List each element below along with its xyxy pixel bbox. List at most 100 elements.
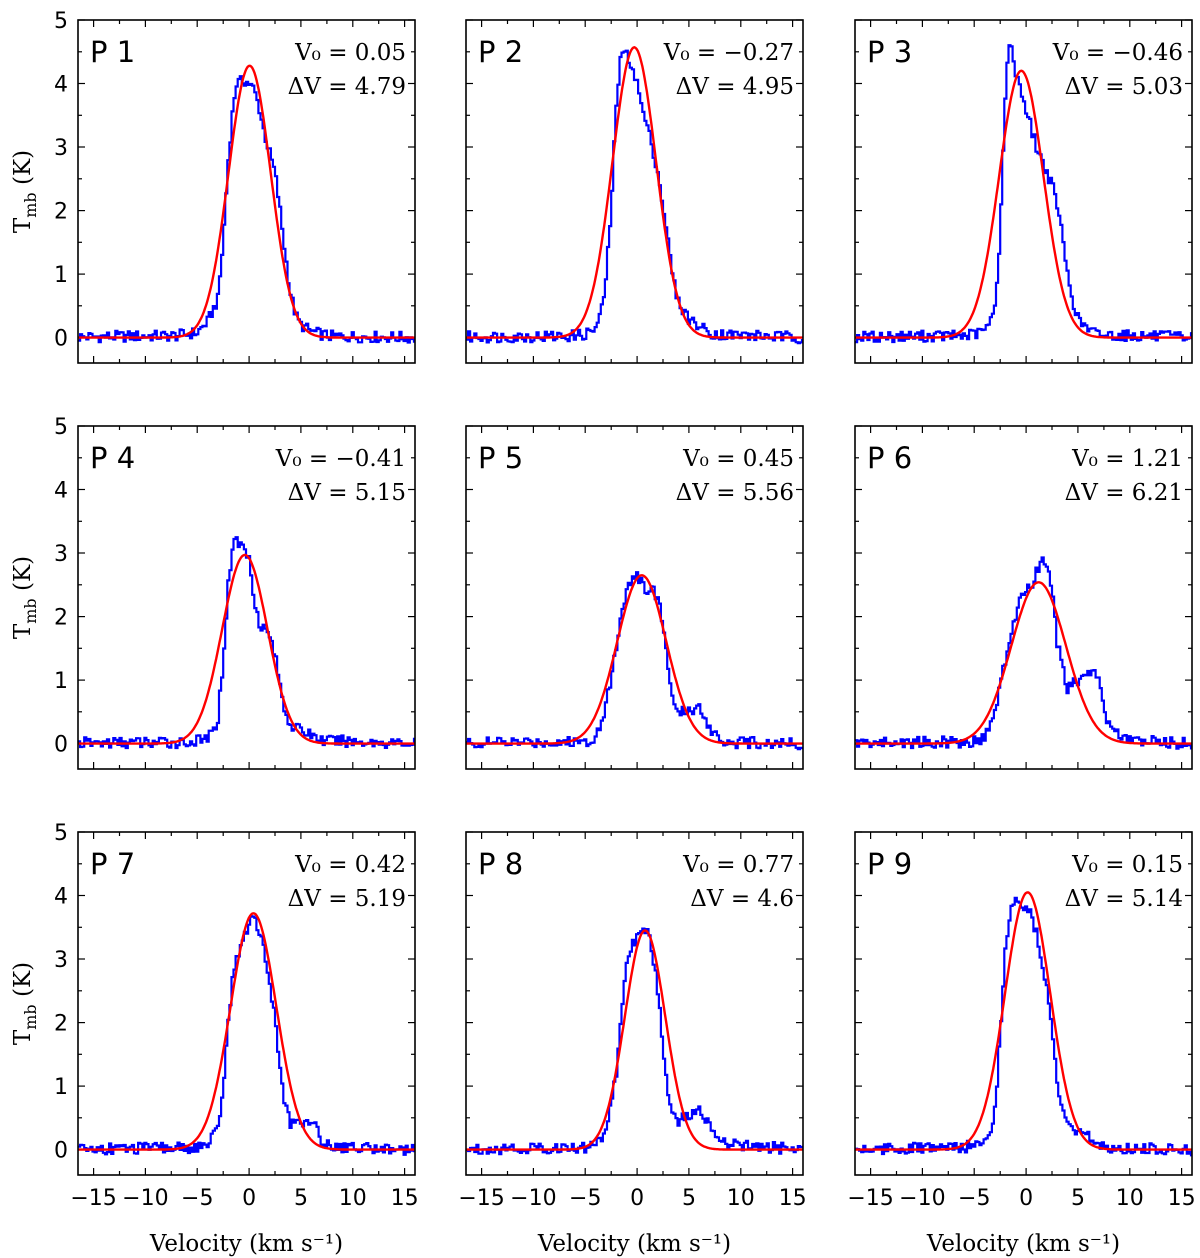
panel-ticks: [855, 831, 1192, 1175]
y-tick-label: 0: [54, 1139, 68, 1164]
x-tick-label: 5: [294, 1186, 308, 1211]
panel-2: P 2 V₀ = −0.27 ΔV = 4.95: [465, 19, 804, 364]
panel-frame: [854, 425, 1193, 770]
panel-frame: [854, 19, 1193, 364]
panel-label: P 3: [867, 35, 912, 69]
observed-spectrum: [78, 75, 416, 344]
panel-frame: [854, 831, 1193, 1176]
y-tick-label: 4: [54, 885, 68, 910]
x-tick-label: 10: [1116, 1186, 1144, 1211]
x-tick-label: 5: [682, 1186, 696, 1211]
fit-v0: V₀ = −0.41: [275, 446, 406, 472]
x-axis-title: Velocity (km s⁻¹): [537, 1231, 731, 1257]
fit-v0: V₀ = −0.27: [663, 40, 794, 66]
gaussian-fit: [78, 553, 415, 745]
y-axis-title: Tmb (K): [10, 962, 40, 1045]
fit-dv: ΔV = 5.19: [288, 886, 406, 912]
observed-spectrum: [78, 536, 416, 750]
y-axis-title: Tmb (K): [10, 150, 40, 233]
panel-label: P 7: [90, 847, 135, 881]
x-tick-label: 15: [779, 1186, 807, 1211]
gaussian-fit: [855, 581, 1192, 745]
panel-8: P 8 V₀ = 0.77 ΔV = 4.6 −15 −10 −5 0 5 10 15 Veloci…: [458, 831, 807, 1257]
x-axis-title: Velocity (km s⁻¹): [926, 1231, 1120, 1257]
fit-dv: ΔV = 4.79: [288, 74, 406, 100]
x-tick-label: 0: [1019, 1186, 1033, 1211]
x-tick-label: 15: [391, 1186, 419, 1211]
panel-frame: [77, 831, 416, 1176]
fit-v0: V₀ = 0.15: [1071, 852, 1183, 878]
x-tick-label: −15: [458, 1186, 504, 1211]
panel-ticks: [466, 425, 803, 769]
x-axis-title: Velocity (km s⁻¹): [149, 1231, 343, 1257]
panel-3: P 3 V₀ = −0.46 ΔV = 5.03: [854, 19, 1193, 364]
panel-label: P 9: [867, 847, 912, 881]
panel-label: P 4: [90, 441, 135, 475]
observed-spectrum: [78, 915, 416, 1156]
fit-dv: ΔV = 5.15: [288, 480, 406, 506]
y-tick-label: 2: [54, 606, 68, 631]
observed-spectrum: [466, 927, 804, 1156]
y-axis-title: Tmb (K): [10, 556, 40, 639]
y-tick-label: 1: [54, 669, 68, 694]
x-tick-label: −5: [181, 1186, 213, 1211]
fit-v0: V₀ = −0.46: [1052, 40, 1183, 66]
x-tick-label: 0: [630, 1186, 644, 1211]
fit-v0: V₀ = 0.42: [294, 852, 406, 878]
y-tick-label: 3: [54, 542, 68, 567]
y-tick-label: 3: [54, 948, 68, 973]
panel-label: P 6: [867, 441, 912, 475]
gaussian-fit: [855, 891, 1192, 1151]
x-tick-label: −10: [899, 1186, 945, 1211]
gaussian-fit: [855, 69, 1192, 339]
x-tick-label: −5: [569, 1186, 601, 1211]
y-tick-label: 2: [54, 200, 68, 225]
panel-6: P 6 V₀ = 1.21 ΔV = 6.21: [854, 425, 1193, 770]
observed-spectrum: [466, 571, 804, 751]
y-tick-label: 0: [54, 733, 68, 758]
fit-dv: ΔV = 4.6: [690, 886, 794, 912]
panel-frame: [465, 425, 804, 770]
y-tick-label: 4: [54, 73, 68, 98]
panel-ticks: [466, 831, 803, 1175]
panel-label: P 1: [90, 35, 135, 69]
fit-v0: V₀ = 0.45: [682, 446, 794, 472]
panel-frame: [77, 19, 416, 364]
panel-label: P 8: [478, 847, 523, 881]
x-tick-label: 5: [1071, 1186, 1085, 1211]
panel-4: P 4 V₀ = −0.41 ΔV = 5.15 0 1 2 3 4 5 Tmb (K): [10, 415, 416, 770]
panel-label: P 5: [478, 441, 523, 475]
observed-spectrum: [466, 49, 804, 345]
fit-v0: V₀ = 0.05: [294, 40, 406, 66]
y-tick-label: 4: [54, 479, 68, 504]
panel-ticks: [855, 425, 1192, 769]
x-tick-label: −10: [122, 1186, 168, 1211]
y-tick-label: 5: [54, 415, 68, 440]
x-tick-label: 10: [727, 1186, 755, 1211]
y-tick-label: 0: [54, 327, 68, 352]
fit-v0: V₀ = 0.77: [682, 852, 794, 878]
observed-spectrum: [855, 896, 1193, 1157]
y-tick-label: 3: [54, 136, 68, 161]
x-tick-label: −15: [70, 1186, 116, 1211]
fit-dv: ΔV = 5.03: [1065, 74, 1183, 100]
y-tick-label: 2: [54, 1012, 68, 1037]
panel-9: P 9 V₀ = 0.15 ΔV = 5.14 −15 −10 −5 0 5 10 15 Veloc…: [847, 831, 1196, 1257]
panel-5: P 5 V₀ = 0.45 ΔV = 5.56: [465, 425, 804, 770]
panel-label: P 2: [478, 35, 523, 69]
y-tick-label: 5: [54, 821, 68, 846]
gaussian-fit: [466, 46, 803, 339]
panel-frame: [77, 425, 416, 770]
gaussian-fit: [78, 912, 415, 1151]
x-tick-label: 0: [242, 1186, 256, 1211]
y-tick-label: 1: [54, 263, 68, 288]
y-tick-label: 5: [54, 9, 68, 34]
gaussian-fit: [78, 64, 415, 339]
panel-frame: [465, 831, 804, 1176]
panel-ticks: [78, 425, 415, 769]
y-tick-label: 1: [54, 1075, 68, 1100]
x-tick-label: −15: [847, 1186, 893, 1211]
fit-dv: ΔV = 4.95: [676, 74, 794, 100]
gaussian-fit: [466, 929, 803, 1151]
